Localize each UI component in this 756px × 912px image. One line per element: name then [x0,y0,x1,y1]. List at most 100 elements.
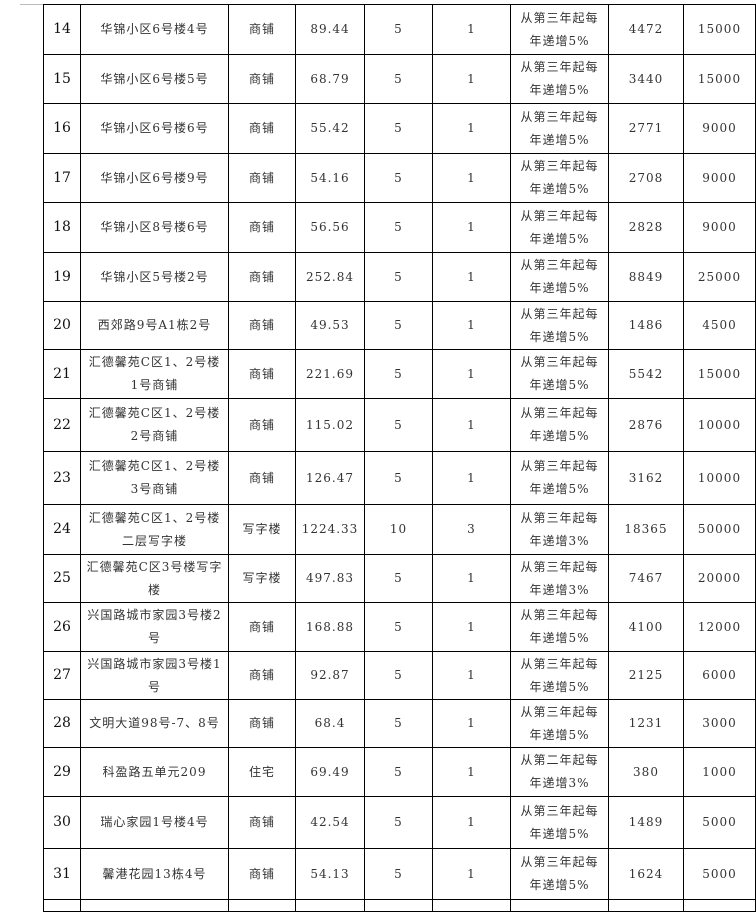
property-address: 汇德馨苑C区1、2号楼1号商铺 [80,349,229,399]
deposit: 10000 [683,398,756,452]
row-number: 18 [43,202,81,253]
rent-increase: 从第三年起每年递增3% [510,504,609,555]
area: 115.02 [295,398,365,452]
payment-term: 1 [432,602,511,652]
lease-years: 5 [364,848,433,900]
table-row: 20 西郊路9号A1栋2号 商铺 49.53 5 1 从第三年起每年递增5% 1486 4500 [43,301,756,350]
area: 252.84 [295,252,365,302]
payment-term: 1 [432,4,511,55]
payment-term: 1 [432,252,511,302]
property-address: 华锦小区5号楼2号 [80,252,229,302]
deposit: 25000 [683,252,756,302]
area: 68.4 [295,699,365,748]
lease-years: 5 [364,796,433,849]
lease-years: 5 [364,54,433,104]
table-row: 18 华锦小区8号楼6号 商铺 56.56 5 1 从第三年起每年递增5% 2828 9000 [43,202,756,253]
property-type: 商铺 [228,202,296,253]
table-row: 27 兴国路城市家园3号楼1号 商铺 92.87 5 1 从第三年起每年递增5% 2125 60… [43,651,756,700]
lease-table: 14 华锦小区6号楼4号 商铺 89.44 5 1 从第三年起每年递增5% 4472 15000… [43,4,756,912]
payment-term: 1 [432,202,511,253]
deposit: 50000 [683,504,756,555]
payment-term: 3 [432,504,511,555]
lease-years: 5 [364,398,433,452]
rent-increase: 从第三年起每年递增5% [510,848,609,900]
annual-rent: 4100 [608,602,684,652]
property-address: 西郊路9号A1栋2号 [80,301,229,350]
lease-years: 5 [364,651,433,700]
payment-term: 1 [432,651,511,700]
deposit: 1000 [683,747,756,797]
annual-rent: 5542 [608,349,684,399]
lease-years: 5 [364,451,433,505]
annual-rent: 8849 [608,252,684,302]
table-row: 16 华锦小区6号楼6号 商铺 55.42 5 1 从第三年起每年递增5% 2771 9000 [43,103,756,154]
lease-years: 10 [364,504,433,555]
row-number: 19 [43,252,81,302]
row-number: 21 [43,349,81,399]
property-type: 商铺 [228,349,296,399]
property-type: 商铺 [228,252,296,302]
row-number: 29 [43,747,81,797]
row-number: 25 [43,554,81,603]
deposit: 10000 [683,451,756,505]
lease-years: 5 [364,202,433,253]
deposit: 5000 [683,796,756,849]
table-row: 25 汇德馨苑C区3号楼写字楼 写字楼 497.83 5 1 从第三年起每年递增3% 7467… [43,554,756,603]
lease-years: 5 [364,103,433,154]
area: 54.16 [295,153,365,203]
annual-rent: 2771 [608,103,684,154]
rent-increase: 从第三年起每年递增5% [510,301,609,350]
deposit: 20000 [683,554,756,603]
table-row: 28 文明大道98号-7、8号 商铺 68.4 5 1 从第三年起每年递增5% 1231 300… [43,699,756,748]
lease-years: 5 [364,252,433,302]
table-row: 30 瑞心家园1号楼4号 商铺 42.54 5 1 从第三年起每年递增5% 1489 5000 [43,796,756,849]
deposit: 15000 [683,349,756,399]
lease-years: 5 [364,153,433,203]
row-number: 17 [43,153,81,203]
table-row: 26 兴国路城市家园3号楼2号 商铺 168.88 5 1 从第三年起每年递增5% 4100 1… [43,602,756,652]
property-address: 兴国路城市家园3号楼2号 [80,602,229,652]
rent-increase: 从第二年起每年递增3% [510,747,609,797]
annual-rent: 7467 [608,554,684,603]
property-address: 华锦小区6号楼9号 [80,153,229,203]
payment-term: 1 [432,747,511,797]
lease-years: 5 [364,747,433,797]
row-number: 31 [43,848,81,900]
annual-rent: 1486 [608,301,684,350]
property-type: 商铺 [228,54,296,104]
property-type: 商铺 [228,451,296,505]
page-margin-mark [20,4,44,5]
table-row-partial [43,899,756,912]
deposit: 6000 [683,651,756,700]
lease-years: 5 [364,699,433,748]
property-type: 商铺 [228,796,296,849]
area: 1224.33 [295,504,365,555]
lease-years: 5 [364,602,433,652]
rent-increase: 从第三年起每年递增5% [510,4,609,55]
property-address: 汇德馨苑C区1、2号楼2号商铺 [80,398,229,452]
rent-increase: 从第三年起每年递增5% [510,153,609,203]
row-number: 24 [43,504,81,555]
annual-rent: 380 [608,747,684,797]
property-address: 华锦小区8号楼6号 [80,202,229,253]
annual-rent: 3162 [608,451,684,505]
rent-increase: 从第三年起每年递增5% [510,252,609,302]
table-row: 19 华锦小区5号楼2号 商铺 252.84 5 1 从第三年起每年递增5% 8849 2500… [43,252,756,302]
property-address: 汇德馨苑C区3号楼写字楼 [80,554,229,603]
table-row: 14 华锦小区6号楼4号 商铺 89.44 5 1 从第三年起每年递增5% 4472 15000 [43,4,756,55]
row-number: 16 [43,103,81,154]
property-type: 写字楼 [228,504,296,555]
property-type: 商铺 [228,602,296,652]
area: 89.44 [295,4,365,55]
row-number: 23 [43,451,81,505]
payment-term: 1 [432,398,511,452]
row-number: 26 [43,602,81,652]
area: 221.69 [295,349,365,399]
area: 69.49 [295,747,365,797]
row-number: 22 [43,398,81,452]
lease-years: 5 [364,554,433,603]
area: 497.83 [295,554,365,603]
area: 56.56 [295,202,365,253]
row-number: 15 [43,54,81,104]
property-type: 商铺 [228,699,296,748]
